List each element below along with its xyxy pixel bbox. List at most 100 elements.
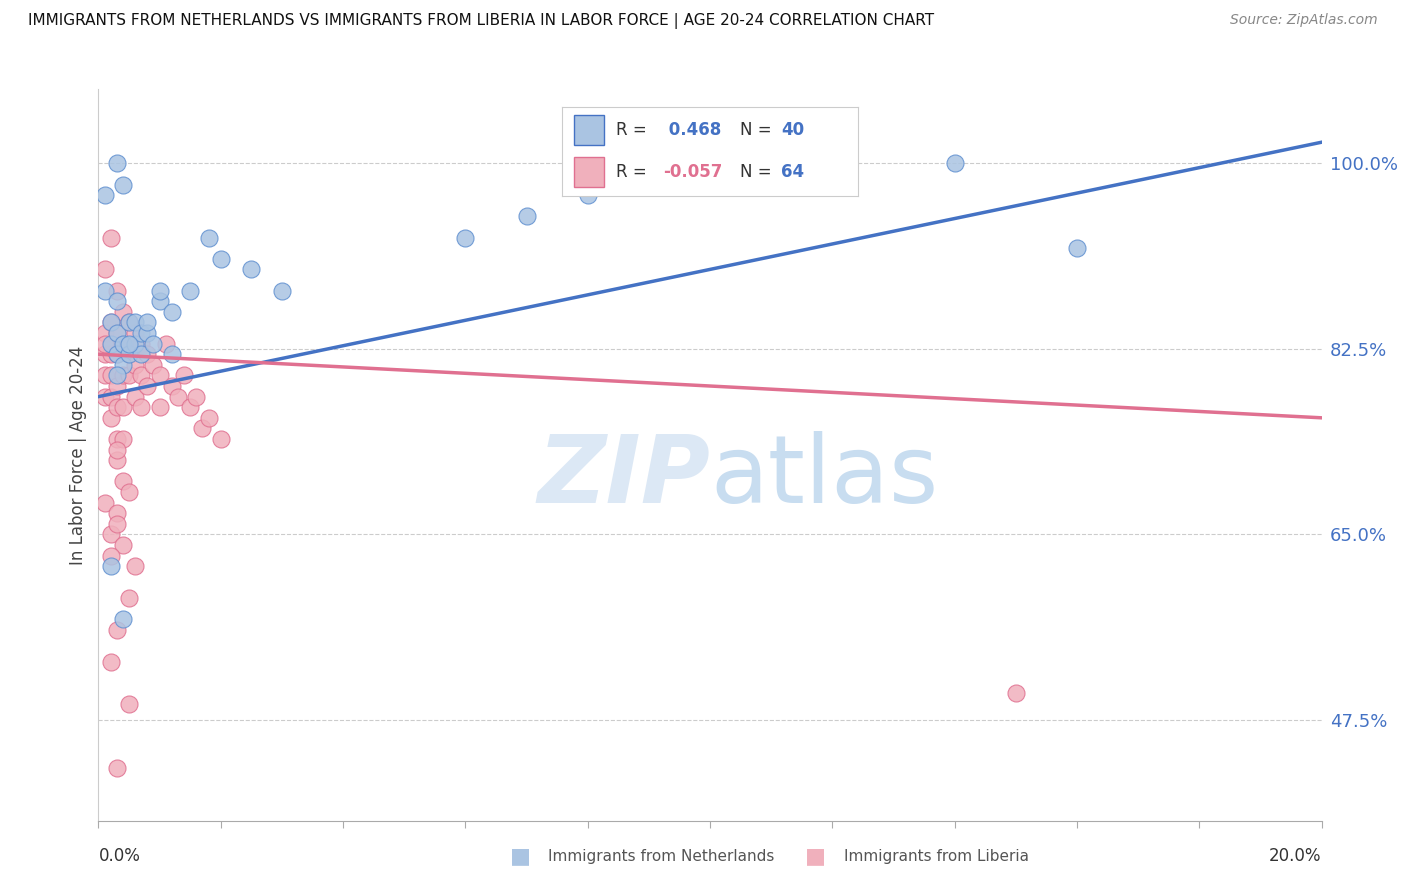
- Point: [105, 506, 128, 520]
- Point: [160, 347, 183, 361]
- Text: 40: 40: [780, 121, 804, 139]
- Point: [105, 516, 128, 531]
- Point: [149, 294, 172, 309]
- Point: [100, 390, 122, 404]
- Point: [142, 358, 165, 372]
- Point: [124, 315, 146, 329]
- Point: [105, 379, 128, 393]
- Point: [516, 210, 538, 224]
- Point: [111, 538, 134, 552]
- Point: [118, 347, 141, 361]
- Point: [209, 432, 232, 446]
- Point: [124, 559, 146, 574]
- Text: R =: R =: [616, 121, 647, 139]
- Text: IMMIGRANTS FROM NETHERLANDS VS IMMIGRANTS FROM LIBERIA IN LABOR FORCE | AGE 20-2: IMMIGRANTS FROM NETHERLANDS VS IMMIGRANT…: [28, 13, 934, 29]
- Point: [105, 156, 128, 170]
- Point: [129, 336, 152, 351]
- Point: [699, 178, 721, 192]
- Point: [93, 368, 115, 383]
- Point: [93, 284, 115, 298]
- Point: [136, 315, 159, 329]
- Point: [118, 347, 141, 361]
- Point: [111, 305, 134, 319]
- Point: [100, 230, 122, 244]
- Point: [100, 315, 122, 329]
- Text: -0.057: -0.057: [662, 163, 723, 181]
- Point: [136, 379, 159, 393]
- Bar: [574, 157, 603, 187]
- Point: [118, 315, 141, 329]
- Text: ZIP: ZIP: [537, 431, 710, 523]
- Point: [105, 432, 128, 446]
- Point: [93, 347, 115, 361]
- Point: [209, 252, 232, 266]
- Point: [111, 368, 134, 383]
- Point: [93, 336, 115, 351]
- Y-axis label: In Labor Force | Age 20-24: In Labor Force | Age 20-24: [69, 345, 87, 565]
- Point: [105, 453, 128, 467]
- Text: ■: ■: [806, 847, 825, 866]
- Point: [167, 390, 190, 404]
- Point: [111, 358, 134, 372]
- Point: [93, 495, 115, 509]
- Point: [111, 432, 134, 446]
- Point: [270, 284, 292, 298]
- Point: [124, 390, 146, 404]
- Bar: [574, 115, 603, 145]
- Point: [149, 401, 172, 415]
- Point: [111, 336, 134, 351]
- Point: [105, 401, 128, 415]
- Point: [118, 315, 141, 329]
- Point: [173, 368, 195, 383]
- Text: Immigrants from Liberia: Immigrants from Liberia: [844, 849, 1029, 863]
- Point: [124, 326, 146, 340]
- Point: [149, 284, 172, 298]
- Point: [160, 305, 183, 319]
- Point: [821, 167, 844, 181]
- Point: [100, 336, 122, 351]
- Point: [149, 368, 172, 383]
- Point: [105, 294, 128, 309]
- Point: [240, 262, 263, 277]
- Point: [100, 549, 122, 563]
- Point: [129, 326, 152, 340]
- Point: [129, 368, 152, 383]
- Point: [943, 156, 966, 170]
- Point: [454, 230, 477, 244]
- Point: [93, 262, 115, 277]
- Text: R =: R =: [616, 163, 647, 181]
- Point: [142, 336, 165, 351]
- Point: [118, 697, 141, 711]
- Point: [197, 230, 219, 244]
- Point: [105, 347, 128, 361]
- Point: [111, 178, 134, 192]
- Point: [191, 421, 214, 435]
- Point: [179, 401, 201, 415]
- Point: [1066, 241, 1088, 255]
- Text: Immigrants from Netherlands: Immigrants from Netherlands: [548, 849, 775, 863]
- Point: [197, 410, 219, 425]
- Text: 20.0%: 20.0%: [1270, 847, 1322, 865]
- Text: N =: N =: [740, 121, 770, 139]
- Text: atlas: atlas: [710, 431, 938, 523]
- Point: [111, 336, 134, 351]
- Point: [118, 591, 141, 605]
- Point: [105, 326, 128, 340]
- Point: [105, 347, 128, 361]
- Point: [93, 188, 115, 202]
- Point: [118, 368, 141, 383]
- Point: [118, 336, 141, 351]
- Point: [105, 761, 128, 775]
- Text: 0.468: 0.468: [662, 121, 721, 139]
- Point: [100, 315, 122, 329]
- Point: [136, 326, 159, 340]
- Point: [129, 401, 152, 415]
- Point: [105, 368, 128, 383]
- Point: [118, 485, 141, 500]
- Point: [136, 347, 159, 361]
- Point: [105, 442, 128, 457]
- Text: 0.0%: 0.0%: [98, 847, 141, 865]
- Point: [100, 368, 122, 383]
- Point: [100, 559, 122, 574]
- Point: [100, 336, 122, 351]
